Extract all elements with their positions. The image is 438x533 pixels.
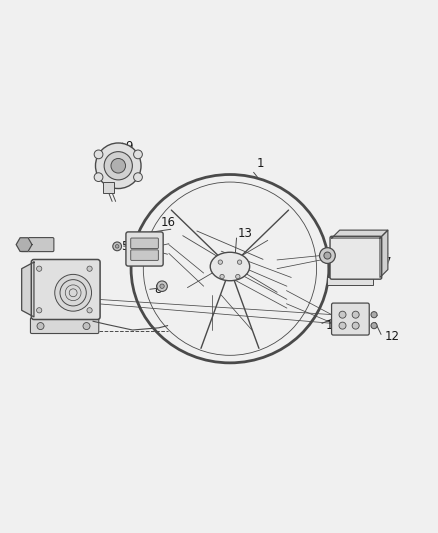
Circle shape xyxy=(36,266,42,271)
Circle shape xyxy=(37,322,44,329)
Ellipse shape xyxy=(210,252,250,281)
FancyBboxPatch shape xyxy=(31,260,100,319)
Circle shape xyxy=(55,274,92,311)
Text: 12: 12 xyxy=(385,330,399,343)
Circle shape xyxy=(237,260,242,264)
FancyBboxPatch shape xyxy=(330,236,382,279)
Circle shape xyxy=(324,252,331,259)
Text: 5: 5 xyxy=(121,240,128,253)
FancyBboxPatch shape xyxy=(21,238,54,252)
Circle shape xyxy=(113,242,122,251)
Text: 13: 13 xyxy=(238,227,253,240)
Circle shape xyxy=(116,245,119,248)
Circle shape xyxy=(87,266,92,271)
Circle shape xyxy=(94,173,103,182)
Circle shape xyxy=(111,158,126,173)
Text: 1: 1 xyxy=(257,157,265,170)
Bar xyxy=(103,182,114,192)
Circle shape xyxy=(236,274,240,279)
Circle shape xyxy=(371,322,377,329)
Text: 8: 8 xyxy=(154,283,161,296)
Text: 9: 9 xyxy=(125,140,133,152)
Circle shape xyxy=(94,150,103,159)
Circle shape xyxy=(157,281,167,292)
Circle shape xyxy=(83,322,90,329)
FancyBboxPatch shape xyxy=(126,232,163,266)
Text: 11: 11 xyxy=(325,319,340,332)
Circle shape xyxy=(134,150,142,159)
Circle shape xyxy=(220,274,224,279)
Circle shape xyxy=(87,308,92,313)
Circle shape xyxy=(104,152,132,180)
Text: 16: 16 xyxy=(161,216,176,229)
Circle shape xyxy=(339,311,346,318)
Polygon shape xyxy=(21,262,34,317)
Circle shape xyxy=(218,260,223,264)
Circle shape xyxy=(95,143,141,189)
Circle shape xyxy=(352,322,359,329)
Polygon shape xyxy=(16,238,32,252)
Polygon shape xyxy=(332,230,388,238)
Circle shape xyxy=(134,173,142,182)
Circle shape xyxy=(371,312,377,318)
Bar xyxy=(328,278,373,285)
FancyBboxPatch shape xyxy=(131,250,159,260)
Text: 6: 6 xyxy=(46,288,54,302)
FancyBboxPatch shape xyxy=(30,318,99,334)
FancyBboxPatch shape xyxy=(332,303,369,335)
Polygon shape xyxy=(380,230,388,278)
Circle shape xyxy=(36,308,42,313)
Circle shape xyxy=(352,311,359,318)
Circle shape xyxy=(160,284,164,288)
Circle shape xyxy=(319,248,336,263)
Text: 7: 7 xyxy=(384,256,392,269)
Circle shape xyxy=(339,322,346,329)
FancyBboxPatch shape xyxy=(131,238,159,248)
